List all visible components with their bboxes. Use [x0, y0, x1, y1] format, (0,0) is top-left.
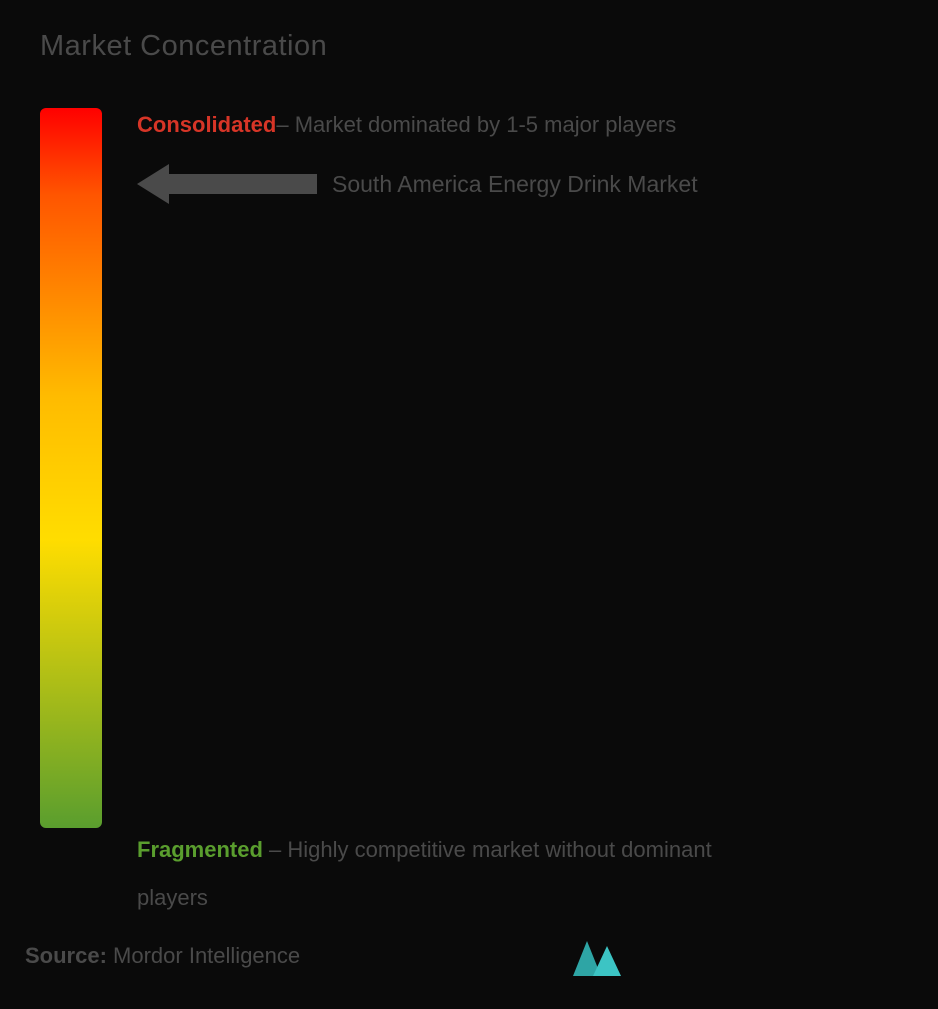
source-value: Mordor Intelligence: [107, 943, 300, 968]
fragmented-description-1: – Highly competitive market without domi…: [263, 837, 712, 862]
labels-area: Consolidated– Market dominated by 1-5 ma…: [137, 108, 898, 888]
fragmented-label: Fragmented – Highly competitive market w…: [137, 826, 712, 923]
page-title: Market Concentration: [40, 30, 898, 63]
source-citation: Source: Mordor Intelligence: [25, 943, 300, 969]
infographic-container: Market Concentration Consolidated– Marke…: [0, 0, 938, 1009]
logo-shape: [573, 936, 623, 976]
market-name-label: South America Energy Drink Market: [332, 171, 698, 198]
consolidated-label: Consolidated– Market dominated by 1-5 ma…: [137, 108, 676, 141]
mordor-logo-icon: [573, 936, 623, 976]
concentration-gradient-bar: [40, 108, 102, 828]
source-label: Source:: [25, 943, 107, 968]
fragmented-description-2: players: [137, 885, 208, 910]
arrow-left-icon: [137, 170, 317, 198]
arrow-head: [137, 164, 169, 204]
content-area: Consolidated– Market dominated by 1-5 ma…: [40, 108, 898, 888]
market-indicator-row: South America Energy Drink Market: [137, 170, 698, 198]
logo-triangle-2: [593, 946, 621, 976]
footer: Source: Mordor Intelligence: [25, 943, 898, 969]
consolidated-term: Consolidated: [137, 112, 276, 137]
fragmented-term: Fragmented: [137, 837, 263, 862]
arrow-body: [169, 174, 317, 194]
consolidated-description: – Market dominated by 1-5 major players: [276, 112, 676, 137]
